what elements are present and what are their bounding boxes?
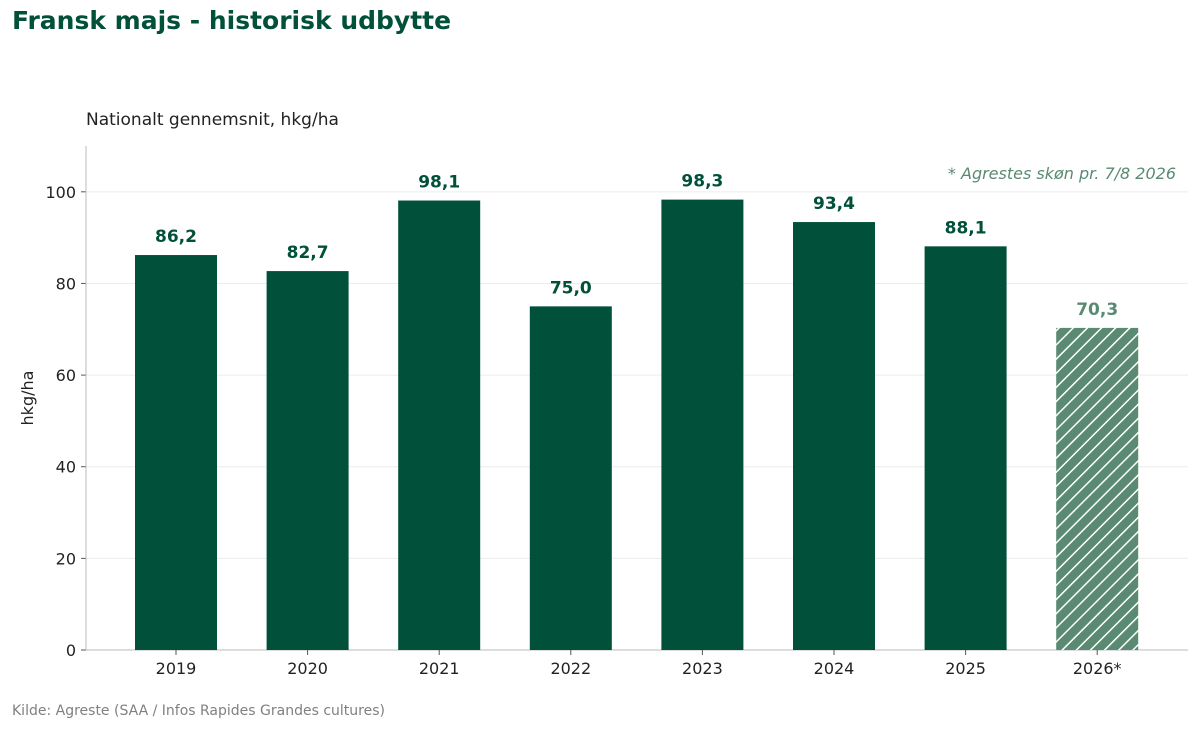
x-tick-label: 2022 xyxy=(550,659,591,678)
x-tick-label: 2021 xyxy=(419,659,460,678)
x-tick-label: 2025 xyxy=(945,659,986,678)
x-tick-label: 2019 xyxy=(156,659,197,678)
bar xyxy=(924,246,1007,651)
bar xyxy=(793,222,875,651)
chart-subtitle: Nationalt gennemsnit, hkg/ha xyxy=(86,110,339,130)
bar xyxy=(266,271,349,650)
bar-value-label: 98,3 xyxy=(681,172,723,192)
bar-value-label: 86,2 xyxy=(155,227,197,247)
y-tick-label: 80 xyxy=(56,274,76,293)
bar-value-label: 93,4 xyxy=(813,194,855,214)
bar-value-label: 88,1 xyxy=(945,218,987,238)
bar-value-label: 75,0 xyxy=(550,278,592,298)
y-tick-label: 40 xyxy=(56,458,76,477)
bar-value-label: 82,7 xyxy=(287,243,329,263)
bar-value-label: 98,1 xyxy=(418,173,460,193)
y-tick-label: 20 xyxy=(56,549,76,568)
y-axis-label: hkg/ha xyxy=(18,371,37,426)
y-tick-label: 100 xyxy=(45,183,76,202)
bar xyxy=(398,200,481,651)
x-tick-label: 2024 xyxy=(814,659,855,678)
bar xyxy=(661,199,744,650)
bar-estimate xyxy=(1056,327,1139,650)
annotation-note: * Agrestes skøn pr. 7/8 2026 xyxy=(948,164,1176,183)
source-note: Kilde: Agreste (SAA / Infos Rapides Gran… xyxy=(12,703,385,719)
bar xyxy=(529,306,612,650)
chart-title: Fransk majs - historisk udbytte xyxy=(12,6,452,35)
x-tick-label: 2023 xyxy=(682,659,723,678)
y-tick-label: 60 xyxy=(56,366,76,385)
bar-value-label: 70,3 xyxy=(1076,300,1118,320)
bar xyxy=(135,255,217,650)
y-tick-label: 0 xyxy=(66,641,76,660)
x-tick-label: 2026* xyxy=(1073,659,1122,678)
x-tick-label: 2020 xyxy=(287,659,328,678)
